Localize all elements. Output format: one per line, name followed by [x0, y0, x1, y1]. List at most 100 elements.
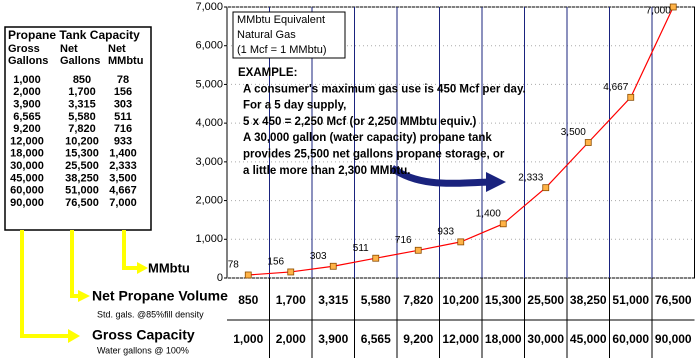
table-cell: 15,300 — [65, 148, 99, 160]
data-label: 3,500 — [561, 127, 586, 138]
info-box — [232, 11, 346, 59]
annotation: A consumer's maximum gas use is 450 Mcf … — [243, 83, 526, 95]
y-tick-label: 1,000 — [195, 233, 223, 245]
x2-tick-label: 1,000 — [233, 332, 263, 346]
table-cell: 933 — [114, 135, 132, 147]
data-label: 303 — [310, 251, 327, 262]
table-cell: 7,820 — [68, 123, 96, 135]
data-label: 716 — [395, 235, 412, 246]
x2-tick-label: 9,200 — [403, 332, 433, 346]
point-marker — [584, 139, 592, 146]
y-tick-label: 5,000 — [195, 78, 223, 90]
annotation: 5 x 450 = 2,250 Mcf (or 2,250 MMbtu equi… — [243, 116, 477, 128]
info-line: Natural Gas — [237, 29, 296, 41]
table-cell: 38,250 — [65, 172, 99, 184]
table-cell: 10,200 — [65, 135, 99, 147]
y-tick-label: 6,000 — [195, 40, 223, 52]
example-arrow-head — [486, 172, 506, 192]
point-marker — [669, 3, 677, 11]
table-cell: 2,333 — [109, 160, 137, 172]
x-tick-label: 15,300 — [485, 293, 522, 307]
y-tick-label: 0 — [217, 272, 223, 284]
table-cell: 1,400 — [109, 148, 137, 160]
data-label: 4,667 — [603, 82, 628, 93]
x-tick-label: 38,250 — [570, 293, 607, 307]
table-cell: 156 — [114, 86, 132, 98]
table-cell: 90,000 — [10, 197, 44, 209]
table-frame — [4, 26, 152, 231]
category-note: Std. gals. @85%fill density — [97, 309, 204, 319]
data-label: 511 — [353, 243, 369, 254]
table-cell: 303 — [114, 99, 132, 111]
x2-tick-label: 3,900 — [318, 332, 348, 346]
data-label: 156 — [267, 257, 284, 268]
annotation: EXAMPLE: — [238, 67, 297, 79]
table-cell: 3,900 — [13, 99, 41, 111]
example-arrow — [389, 165, 491, 187]
table-title: Propane Tank Capacity — [8, 28, 140, 42]
arrow-heads — [68, 262, 148, 343]
y-tick-label: 7,000 — [195, 1, 223, 13]
y-tick-label: 3,000 — [195, 156, 223, 168]
x2-tick-label: 12,000 — [442, 332, 479, 346]
point-marker — [457, 238, 465, 246]
pointer-arrows — [20, 230, 138, 338]
table-cell: 45,000 — [10, 172, 44, 184]
x2-tick-label: 30,000 — [527, 332, 564, 346]
table-header: Gallons — [8, 55, 48, 67]
x-tick-label: 7,820 — [403, 293, 433, 307]
secondary-note: Water gallons @ 100% — [97, 345, 189, 355]
table-cell: 12,000 — [10, 135, 44, 147]
table-cell: 850 — [73, 74, 91, 86]
data-label: 2,333 — [518, 172, 543, 183]
plot-layer — [227, 6, 695, 279]
point-marker — [542, 184, 550, 192]
table-header: Gross — [8, 43, 40, 55]
table-cell: 716 — [114, 123, 132, 135]
table-header: MMbtu — [108, 55, 143, 67]
x-tick-label: 76,500 — [655, 293, 692, 307]
x-tick-label: 3,315 — [318, 293, 348, 307]
data-label: 1,400 — [476, 208, 501, 219]
x2-tick-label: 90,000 — [655, 332, 692, 346]
point-marker — [627, 93, 635, 101]
table-cell: 7,000 — [109, 197, 137, 209]
info-line: (1 Mcf = 1 MMbtu) — [237, 44, 327, 56]
table-cell: 25,500 — [65, 160, 99, 172]
table-cell: 30,000 — [10, 160, 44, 172]
table-cell: 6,565 — [13, 111, 41, 123]
x-tick-label: 850 — [238, 293, 258, 307]
x2-tick-label: 6,565 — [361, 332, 391, 346]
data-label: 7,000 — [646, 6, 671, 17]
table-cell: 76,500 — [65, 197, 99, 209]
table-cell: 51,000 — [65, 185, 99, 197]
x2-tick-label: 60,000 — [612, 332, 649, 346]
data-label: 78 — [228, 260, 240, 271]
point-marker — [414, 246, 422, 254]
annotation: provides 25,500 net gallons propane stor… — [243, 149, 505, 161]
table-cell: 3,500 — [109, 172, 137, 184]
x-tick-label: 51,000 — [612, 293, 649, 307]
y-tick-label: 4,000 — [195, 117, 223, 129]
x2-tick-label: 2,000 — [276, 332, 306, 346]
table-header: Net — [60, 43, 78, 55]
table-cell: 2,000 — [13, 86, 41, 98]
category-title: Net Propane Volume — [92, 288, 228, 304]
point-marker — [372, 254, 380, 262]
x-tick-label: 5,580 — [361, 293, 391, 307]
table-cell: 1,700 — [68, 86, 96, 98]
table-cell: 511 — [114, 111, 132, 123]
point-marker — [244, 271, 252, 279]
table-cell: 60,000 — [10, 185, 44, 197]
table-cell: 5,580 — [68, 111, 96, 123]
y-tick-label: 2,000 — [195, 194, 223, 206]
annotation: a little more than 2,300 MMbtu. — [243, 165, 410, 177]
secondary-title: Gross Capacity — [92, 327, 195, 343]
table-cell: 78 — [117, 74, 129, 86]
table-cell: 1,000 — [13, 74, 41, 86]
point-marker — [329, 262, 337, 270]
x2-tick-label: 45,000 — [570, 332, 607, 346]
annotation: A 30,000 gallon (water capacity) propane… — [243, 132, 492, 144]
table-header: Net — [108, 43, 126, 55]
